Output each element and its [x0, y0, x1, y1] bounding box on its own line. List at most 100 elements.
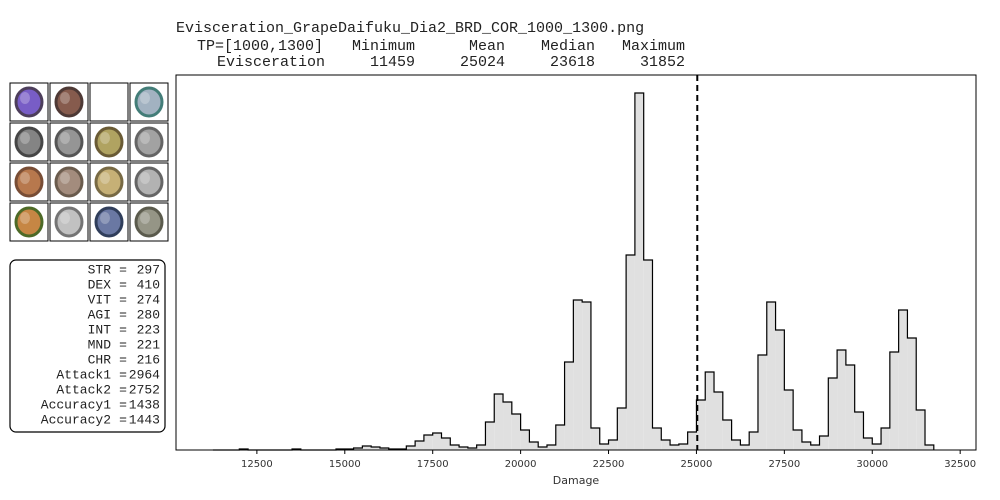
icon-shape [134, 86, 164, 118]
histogram-bar [520, 430, 530, 450]
x-tick-label: 12500 [241, 459, 273, 470]
stat-name: AGI [88, 307, 111, 322]
histogram-bar [432, 433, 442, 450]
histogram-bar [371, 447, 380, 450]
stat-separator: = [119, 307, 127, 322]
histogram-bar [863, 438, 873, 450]
stat-name: Attack2 [56, 382, 111, 397]
icon-shape [14, 86, 44, 118]
histogram-bar [687, 432, 697, 450]
histogram-bar [441, 438, 451, 450]
icon-shape [54, 126, 84, 158]
icon-shade [140, 92, 150, 104]
stat-name: INT [88, 322, 112, 337]
x-tick-label: 17500 [417, 459, 449, 470]
icon-shape [14, 166, 44, 198]
icon-shape [54, 206, 84, 238]
icon-shade [20, 172, 30, 184]
histogram-bar [353, 448, 363, 450]
histogram-bar [406, 446, 416, 450]
histogram-bar [529, 442, 539, 450]
icon-shade [140, 132, 150, 144]
histogram-bar [582, 302, 591, 450]
stat-name: Accuracy2 [41, 412, 111, 427]
x-tick-label: 22500 [593, 459, 625, 470]
histogram-bar [546, 445, 556, 450]
plot-area: 12500 15000 17500 20000 22500 25000 27500 30000… [212, 75, 976, 470]
stats-box [9, 259, 166, 433]
icon-shade [20, 92, 30, 104]
icon-shade [60, 132, 70, 144]
icon-shape [94, 126, 124, 158]
histogram-bar [467, 448, 477, 450]
icon-shade [140, 172, 150, 184]
histogram-bar [757, 355, 767, 450]
histogram-bar [643, 260, 653, 450]
histogram-bar [740, 445, 750, 450]
histogram-bar [819, 436, 829, 450]
x-tick-label: 15000 [329, 459, 361, 470]
icon-shade [60, 212, 70, 224]
stat-value: 2752 [129, 382, 160, 397]
icon-shape [54, 86, 84, 118]
histogram-bar [731, 440, 741, 450]
histogram-bar [801, 442, 811, 450]
histogram-bar [828, 378, 838, 450]
histogram-bar [784, 390, 794, 450]
stat-value: 221 [137, 337, 161, 352]
icon-shape [14, 126, 44, 158]
histogram-bar [793, 430, 802, 450]
stat-separator: = [119, 382, 127, 397]
histogram-bar [696, 400, 706, 450]
x-tick-label: 20000 [505, 459, 537, 470]
histogram-bar [837, 350, 846, 450]
histogram-bar [714, 392, 723, 450]
histogram-bar [608, 440, 618, 450]
summary-column-header: Minimum [352, 38, 415, 55]
x-tick-label: 27500 [768, 459, 800, 470]
histogram-bar [476, 445, 486, 450]
stat-value: 2964 [129, 367, 160, 382]
histogram-bar [670, 445, 679, 450]
histogram-bar [485, 422, 495, 450]
icon-shade [140, 212, 150, 224]
histogram-bar [538, 447, 547, 450]
histogram-bar [705, 372, 715, 450]
icon-shade [60, 172, 70, 184]
icon-shade [100, 132, 110, 144]
stat-name: MND [88, 337, 112, 352]
stat-separator: = [119, 277, 127, 292]
stat-separator: = [119, 322, 127, 337]
stat-separator: = [119, 412, 127, 427]
histogram-bar [766, 302, 776, 450]
stat-name: CHR [88, 352, 112, 367]
histogram-bar [511, 414, 521, 450]
histogram-bar [845, 365, 855, 450]
histogram-bar [889, 352, 899, 450]
histogram-bar [459, 447, 468, 450]
histogram-bar [634, 93, 644, 450]
histogram-bar [626, 255, 635, 450]
histogram-bar [494, 394, 504, 450]
icon-shade [100, 172, 110, 184]
histogram-bar [722, 420, 732, 450]
histogram-bar [872, 444, 882, 450]
stat-separator: = [119, 337, 127, 352]
stat-value: 280 [137, 307, 160, 322]
summary-row-header: TP=[1000,1300] [197, 38, 323, 55]
stat-name: Accuracy1 [41, 397, 111, 412]
chart-title: Evisceration_GrapeDaifuku_Dia2_BRD_COR_1… [176, 20, 644, 37]
histogram-bar [652, 428, 662, 450]
axes-frame [175, 74, 977, 451]
x-axis-label: Damage [553, 474, 600, 487]
x-tick-label: 25000 [681, 459, 713, 470]
histogram-bar [573, 300, 583, 450]
icon-shape [134, 206, 164, 238]
histogram-bar [590, 428, 600, 450]
stat-value: 1443 [129, 412, 160, 427]
icon-shade [20, 212, 30, 224]
x-tick-label: 30000 [856, 459, 888, 470]
stat-value: 410 [137, 277, 160, 292]
